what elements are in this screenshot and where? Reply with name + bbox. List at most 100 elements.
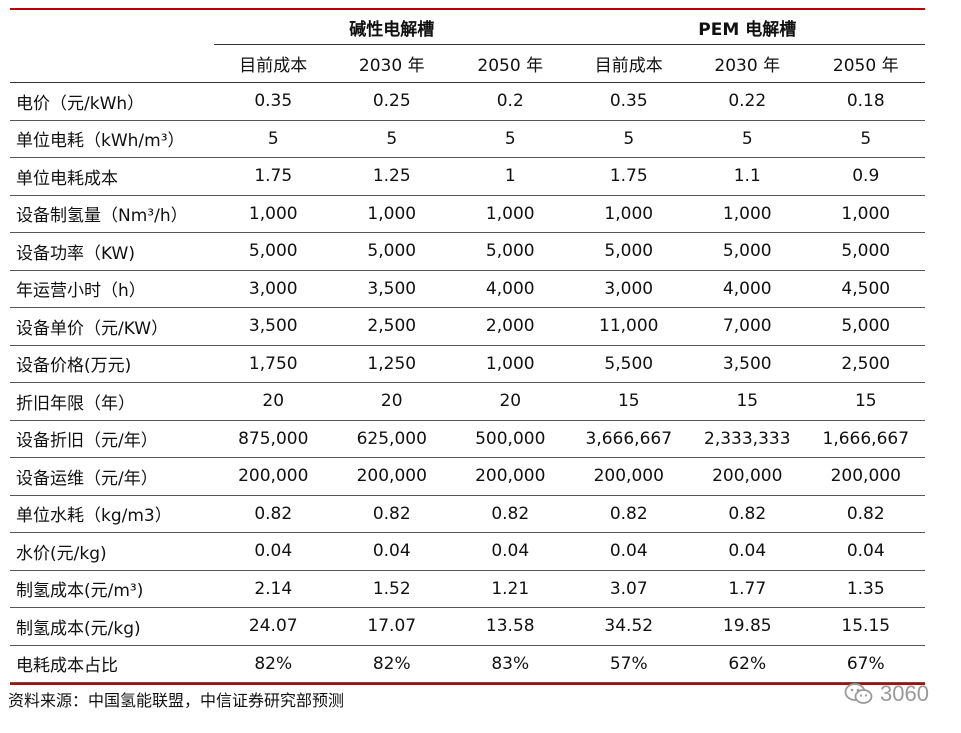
- table-body: 电价（元/kWh） 0.35 0.25 0.2 0.35 0.22 0.18 单位电耗（kWh…: [10, 82, 926, 683]
- table-cell: 200,000: [332, 457, 451, 496]
- table-cell: 0.25: [332, 82, 451, 121]
- table-row: 电耗成本占比 82% 82% 83% 57% 62% 67%: [10, 645, 926, 683]
- table-cell: 500,000: [451, 420, 570, 458]
- table-cell: 3,000: [569, 270, 689, 308]
- table-cell: 3,000: [214, 270, 333, 308]
- row-label: 设备制氢量（Nm³/h）: [10, 195, 214, 233]
- table-cell: 2.14: [214, 570, 333, 608]
- table-cell: 24.07: [214, 607, 333, 646]
- table-cell: 0.9: [806, 157, 926, 196]
- table-cell: 1,000: [451, 195, 570, 233]
- table-cell: 0.82: [806, 495, 926, 533]
- table-cell: 20: [214, 382, 333, 421]
- table-cell: 5,000: [214, 232, 333, 271]
- row-label: 年运营小时（h）: [10, 270, 214, 308]
- table-row: 设备价格(万元) 1,750 1,250 1,000 5,500 3,500 2,500: [10, 345, 926, 383]
- table-cell: 2,500: [332, 307, 451, 346]
- table-cell: 1.21: [451, 570, 570, 608]
- table-cell: 200,000: [451, 457, 570, 496]
- table-cell: 20: [332, 382, 451, 421]
- table-cell: 4,500: [806, 270, 926, 308]
- sub-header-cell: 2030 年: [332, 44, 451, 83]
- table-cell: 200,000: [806, 457, 926, 496]
- table-row: 制氢成本(元/kg) 24.07 17.07 13.58 34.52 19.85 15.15: [10, 607, 926, 646]
- table-cell: 0.04: [451, 532, 570, 571]
- table-cell: 0.04: [569, 532, 689, 571]
- row-label: 设备单价（元/KW）: [10, 307, 214, 346]
- table-cell: 0.82: [569, 495, 689, 533]
- table-cell: 62%: [688, 645, 807, 683]
- table-cell: 0.35: [214, 82, 333, 121]
- group-header-row: 碱性电解槽 PEM 电解槽: [10, 10, 926, 45]
- table-cell: 200,000: [214, 457, 333, 496]
- table-cell: 200,000: [569, 457, 689, 496]
- row-label: 单位电耗成本: [10, 157, 214, 196]
- row-label: 单位水耗（kg/m3）: [10, 495, 214, 533]
- table-row: 电价（元/kWh） 0.35 0.25 0.2 0.35 0.22 0.18: [10, 82, 926, 121]
- table-cell: 1.75: [214, 157, 333, 196]
- row-label: 制氢成本(元/kg): [10, 607, 214, 646]
- table-cell: 5: [688, 120, 807, 158]
- table-cell: 5,000: [688, 232, 807, 271]
- group-header-alkaline: 碱性电解槽: [214, 10, 570, 45]
- table-row: 折旧年限（年） 20 20 20 15 15 15: [10, 382, 926, 421]
- table-cell: 15.15: [806, 607, 926, 646]
- table-cell: 1,000: [332, 195, 451, 233]
- row-label: 单位电耗（kWh/m³）: [10, 120, 214, 158]
- sub-header-cell: 2050 年: [806, 44, 926, 83]
- table-cell: 1.25: [332, 157, 451, 196]
- row-label: 设备折旧（元/年）: [10, 420, 214, 458]
- table-row: 年运营小时（h） 3,000 3,500 4,000 3,000 4,000 4,500: [10, 270, 926, 308]
- row-label: 电耗成本占比: [10, 645, 214, 683]
- table-row: 设备制氢量（Nm³/h） 1,000 1,000 1,000 1,000 1,000 1,0…: [10, 195, 926, 233]
- table-cell: 1,000: [214, 195, 333, 233]
- table-cell: 2,333,333: [688, 420, 807, 458]
- table-cell: 82%: [214, 645, 333, 683]
- table-cell: 625,000: [332, 420, 451, 458]
- table-cell: 0.35: [569, 82, 689, 121]
- table-cell: 1,000: [451, 345, 570, 383]
- row-label: 电价（元/kWh）: [10, 82, 214, 121]
- row-label: 设备功率（KW): [10, 232, 214, 271]
- table-cell: 3,666,667: [569, 420, 689, 458]
- wechat-icon: [844, 682, 874, 706]
- sub-header-blank: [10, 44, 214, 83]
- sub-header-row: 目前成本 2030 年 2050 年 目前成本 2030 年 2050 年: [10, 44, 926, 83]
- top-rule: [10, 8, 925, 10]
- source-note: 资料来源：中国氢能联盟，中信证券研究部预测: [8, 691, 345, 710]
- table-cell: 5,500: [569, 345, 689, 383]
- row-label: 水价(元/kg): [10, 532, 214, 571]
- watermark: 3060: [844, 681, 929, 707]
- table-cell: 2,500: [806, 345, 926, 383]
- table-cell: 3.07: [569, 570, 689, 608]
- table-cell: 0.04: [806, 532, 926, 571]
- table-cell: 0.22: [688, 82, 807, 121]
- table-cell: 15: [688, 382, 807, 421]
- table-cell: 3,500: [332, 270, 451, 308]
- table-cell: 11,000: [569, 307, 689, 346]
- table-cell: 1,666,667: [806, 420, 926, 458]
- row-label: 设备价格(万元): [10, 345, 214, 383]
- sub-header-cell: 目前成本: [214, 44, 333, 83]
- group-header-pem: PEM 电解槽: [569, 10, 926, 45]
- row-label: 折旧年限（年）: [10, 382, 214, 421]
- table-cell: 67%: [806, 645, 926, 683]
- table-cell: 5: [806, 120, 926, 158]
- table-cell: 5: [214, 120, 333, 158]
- table-cell: 1,000: [569, 195, 689, 233]
- table-cell: 1: [451, 157, 570, 196]
- sub-header-cell: 2030 年: [688, 44, 807, 83]
- table-cell: 5,000: [332, 232, 451, 271]
- table-cell: 0.04: [688, 532, 807, 571]
- table-row: 单位电耗成本 1.75 1.25 1 1.75 1.1 0.9: [10, 157, 926, 196]
- table-cell: 1.1: [688, 157, 807, 196]
- table-row: 设备功率（KW) 5,000 5,000 5,000 5,000 5,000 5,000: [10, 232, 926, 271]
- table-cell: 5,000: [451, 232, 570, 271]
- table-cell: 1.75: [569, 157, 689, 196]
- table-cell: 0.04: [214, 532, 333, 571]
- table-row: 水价(元/kg) 0.04 0.04 0.04 0.04 0.04 0.04: [10, 532, 926, 571]
- table-row: 制氢成本(元/m³) 2.14 1.52 1.21 3.07 1.77 1.35: [10, 570, 926, 608]
- table-cell: 200,000: [688, 457, 807, 496]
- table-cell: 0.2: [451, 82, 570, 121]
- hydrogen-cost-table: 碱性电解槽 PEM 电解槽 目前成本 2030 年 2050 年 目前成本 20…: [10, 10, 926, 683]
